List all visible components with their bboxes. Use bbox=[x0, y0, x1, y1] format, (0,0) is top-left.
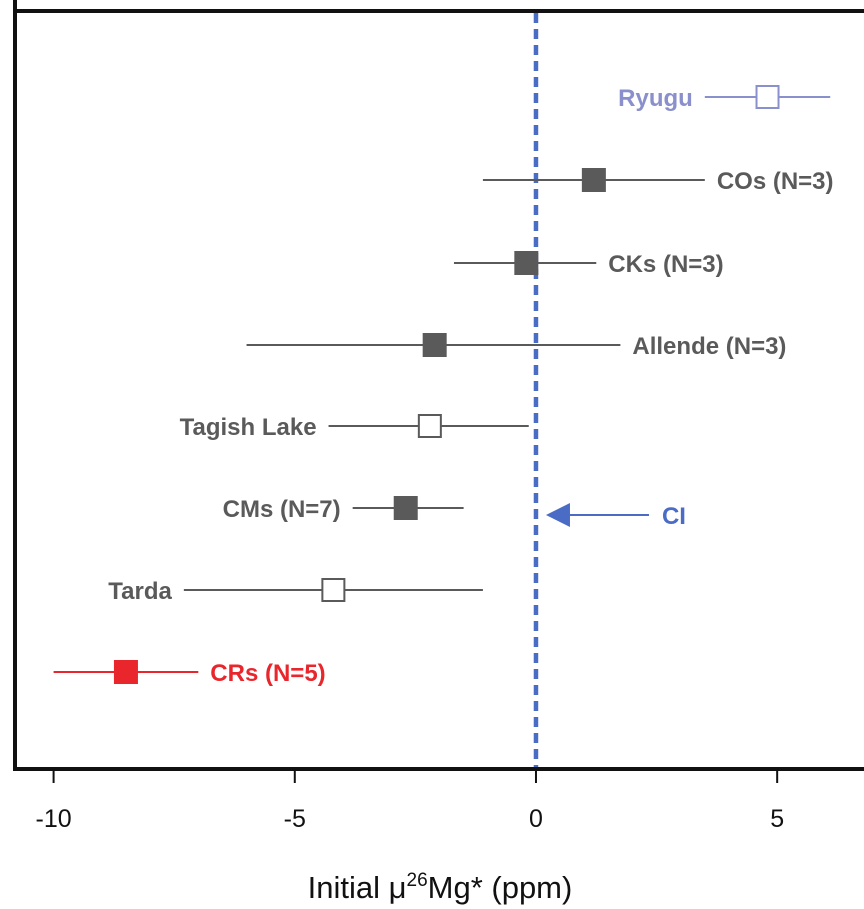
point-cms-n-7 bbox=[393, 496, 418, 520]
label-ryugu: Ryugu bbox=[618, 85, 693, 112]
ci-arrow-head bbox=[545, 503, 570, 527]
x-axis-title-mu: μ bbox=[389, 870, 407, 905]
data-row-ryugu: Ryugu bbox=[618, 85, 831, 112]
x-tick-label: -5 bbox=[284, 805, 306, 833]
x-axis-title-suffix: Mg* (ppm) bbox=[428, 870, 573, 905]
x-axis-title-superscript: 26 bbox=[407, 870, 428, 891]
x-tick-label: 5 bbox=[770, 805, 784, 833]
x-axis-title: Initial μ26Mg* (ppm) bbox=[308, 870, 573, 905]
point-crs-n-5 bbox=[113, 660, 138, 684]
label-cos-n-3: COs (N=3) bbox=[717, 168, 834, 195]
label-crs-n-5: CRs (N=5) bbox=[210, 660, 325, 687]
x-axis-title-prefix: Initial bbox=[308, 870, 389, 905]
data-row-cos-n-3: COs (N=3) bbox=[482, 168, 834, 195]
point-cks-n-3 bbox=[514, 251, 539, 275]
plot-frame bbox=[13, 0, 864, 771]
label-tarda: Tarda bbox=[108, 578, 172, 605]
x-tick-label: 0 bbox=[529, 805, 543, 833]
ci-annotation-label: CI bbox=[662, 503, 686, 530]
label-tagish-lake: Tagish Lake bbox=[180, 414, 317, 441]
data-row-crs-n-5: CRs (N=5) bbox=[53, 660, 326, 687]
x-axis-ticks: -10 -5 0 5 bbox=[36, 769, 784, 833]
x-tick-label: -10 bbox=[36, 805, 72, 833]
data-row-cks-n-3: CKs (N=3) bbox=[453, 251, 724, 278]
label-allende-n-3: Allende (N=3) bbox=[632, 333, 786, 360]
label-cks-n-3: CKs (N=3) bbox=[608, 251, 723, 278]
data-marks: CI Ryugu COs (N=3) CKs (N=3) Allende (N=3) Ta… bbox=[53, 13, 834, 767]
point-tagish-lake bbox=[417, 414, 442, 438]
data-row-tarda: Tarda bbox=[108, 578, 483, 605]
label-cms-n-7: CMs (N=7) bbox=[223, 496, 341, 523]
point-tarda bbox=[321, 578, 346, 602]
data-row-cms-n-7: CMs (N=7) bbox=[223, 496, 464, 523]
point-cos-n-3 bbox=[581, 168, 606, 192]
data-row-allende-n-3: Allende (N=3) bbox=[246, 333, 786, 360]
point-ryugu bbox=[755, 85, 780, 109]
data-row-tagish-lake: Tagish Lake bbox=[180, 414, 529, 441]
point-allende-n-3 bbox=[422, 333, 447, 357]
